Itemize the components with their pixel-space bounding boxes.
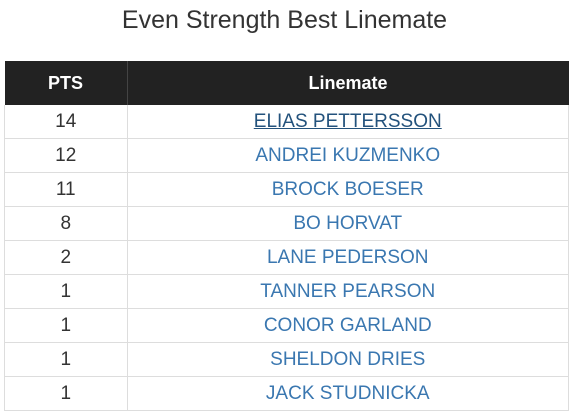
player-link[interactable]: ANDREI KUZMENKO [255, 144, 441, 166]
linemate-cell: SHELDON DRIES [126, 342, 569, 377]
player-link[interactable]: LANE PEDERSON [266, 246, 429, 268]
column-header: PTS [4, 61, 127, 105]
table-row: 1 JACK STUDNICKA [4, 376, 569, 411]
table-row: 1 CONOR GARLAND [4, 308, 569, 343]
points-cell: 2 [4, 240, 128, 275]
player-link[interactable]: TANNER PEARSON [260, 280, 436, 302]
table-row: 8 BO HORVAT [4, 206, 569, 241]
linemate-cell: ELIAS PETTERSSON [126, 105, 569, 139]
linemate-table: PTS Linemate 14 ELIAS PETTERSSON 12 ANDREI K… [4, 61, 569, 411]
table-row: 2 LANE PEDERSON [4, 240, 569, 275]
table-row: 11 BROCK BOESER [4, 172, 569, 207]
column-header: Linemate [126, 61, 569, 105]
points-cell: 8 [4, 206, 128, 241]
points-cell: 1 [4, 274, 128, 309]
points-cell: 1 [4, 308, 128, 343]
player-link[interactable]: BO HORVAT [293, 212, 403, 234]
table-row: 1 TANNER PEARSON [4, 274, 569, 309]
points-cell: 12 [4, 138, 128, 173]
table-body: 14 ELIAS PETTERSSON 12 ANDREI KUZMENKO 11 BRO… [4, 105, 569, 411]
linemate-cell: BO HORVAT [126, 206, 569, 241]
player-link[interactable]: ELIAS PETTERSSON [253, 110, 442, 132]
table-row: 14 ELIAS PETTERSSON [4, 105, 569, 139]
linemate-cell: JACK STUDNICKA [126, 376, 569, 411]
linemate-cell: TANNER PEARSON [126, 274, 569, 309]
player-link[interactable]: JACK STUDNICKA [265, 382, 430, 404]
player-link[interactable]: CONOR GARLAND [263, 314, 432, 336]
player-link[interactable]: BROCK BOESER [271, 178, 424, 200]
linemate-cell: LANE PEDERSON [126, 240, 569, 275]
linemate-cell: ANDREI KUZMENKO [126, 138, 569, 173]
points-cell: 14 [4, 105, 128, 139]
page-title: Even Strength Best Linemate [121, 6, 448, 34]
points-cell: 11 [4, 172, 128, 207]
player-link[interactable]: SHELDON DRIES [270, 348, 426, 370]
points-cell: 1 [4, 342, 128, 377]
points-cell: 1 [4, 376, 128, 411]
linemate-cell: CONOR GARLAND [126, 308, 569, 343]
table-row: 1 SHELDON DRIES [4, 342, 569, 377]
linemate-cell: BROCK BOESER [126, 172, 569, 207]
header-row: PTS Linemate [4, 61, 569, 105]
table-row: 12 ANDREI KUZMENKO [4, 138, 569, 173]
